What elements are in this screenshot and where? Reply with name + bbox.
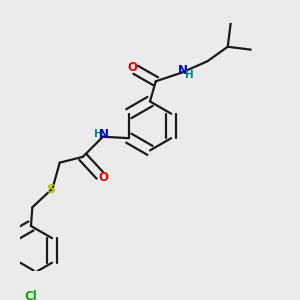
Text: N: N — [178, 64, 188, 77]
Text: O: O — [127, 61, 137, 74]
Text: O: O — [98, 171, 109, 184]
Text: H: H — [185, 70, 194, 80]
Text: S: S — [46, 184, 55, 196]
Text: Cl: Cl — [25, 290, 37, 300]
Text: H: H — [94, 129, 103, 140]
Text: N: N — [99, 128, 109, 141]
